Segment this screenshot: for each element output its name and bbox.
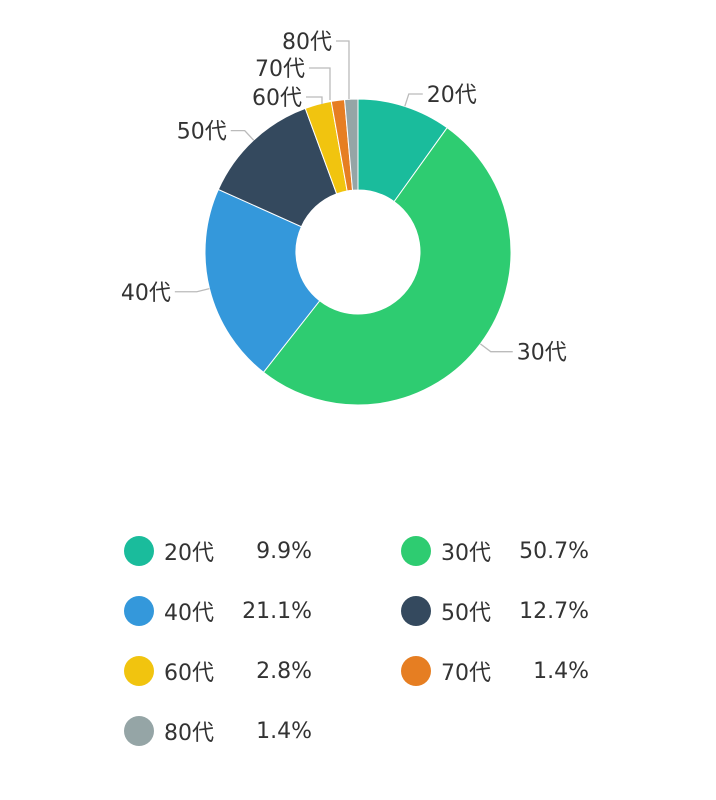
legend-label: 20代 [164, 541, 214, 566]
slice-label-2: 30代 [517, 341, 567, 366]
legend-value: 12.7% [519, 598, 589, 624]
legend-swatch [401, 596, 431, 626]
legend-item: 60代 2.8% [124, 648, 312, 694]
leader-line-3 [174, 288, 210, 293]
slice-label-5: 60代 [252, 86, 302, 111]
legend-value: 21.1% [242, 598, 312, 624]
legend-label: 30代 [441, 541, 491, 566]
legend-item: 80代 1.4% [124, 708, 312, 754]
leader-line-5 [306, 96, 323, 104]
legend-swatch [401, 656, 431, 686]
legend-label: 80代 [164, 721, 214, 746]
legend-value: 1.4% [533, 658, 589, 684]
legend-swatch [124, 536, 154, 566]
leader-line-1 [404, 93, 423, 107]
leader-line-6 [309, 67, 331, 100]
legend-swatch [124, 596, 154, 626]
legend-label: 60代 [164, 661, 214, 686]
legend-value: 50.7% [519, 538, 589, 564]
legend-label: 70代 [441, 661, 491, 686]
slice-label-1: 20代 [427, 83, 477, 108]
leader-line-7 [336, 40, 350, 99]
slice-3 [204, 188, 321, 374]
legend-swatch [124, 716, 154, 746]
slice-label-4: 50代 [177, 120, 227, 145]
slice-label-7: 80代 [282, 30, 332, 55]
leader-line-4 [230, 129, 255, 141]
legend-value: 1.4% [256, 718, 312, 744]
slice-label-3: 40代 [121, 281, 171, 306]
legend-label: 40代 [164, 601, 214, 626]
donut-chart: 20代 30代 40代 50代 60代 70代 80代 [121, 30, 567, 406]
slice-2 [262, 126, 512, 406]
legend-label: 50代 [441, 601, 491, 626]
legend-swatch [124, 656, 154, 686]
legend-swatch [401, 536, 431, 566]
slice-label-6: 70代 [255, 57, 305, 82]
legend-item: 50代 12.7% [401, 588, 589, 634]
legend-item: 40代 21.1% [124, 588, 312, 634]
legend-value: 9.9% [256, 538, 312, 564]
leader-line-2 [479, 343, 513, 353]
slice-7 [344, 98, 359, 191]
legend-item: 20代 9.9% [124, 528, 312, 574]
legend-item: 70代 1.4% [401, 648, 589, 694]
legend-item: 30代 50.7% [401, 528, 589, 574]
legend-value: 2.8% [256, 658, 312, 684]
